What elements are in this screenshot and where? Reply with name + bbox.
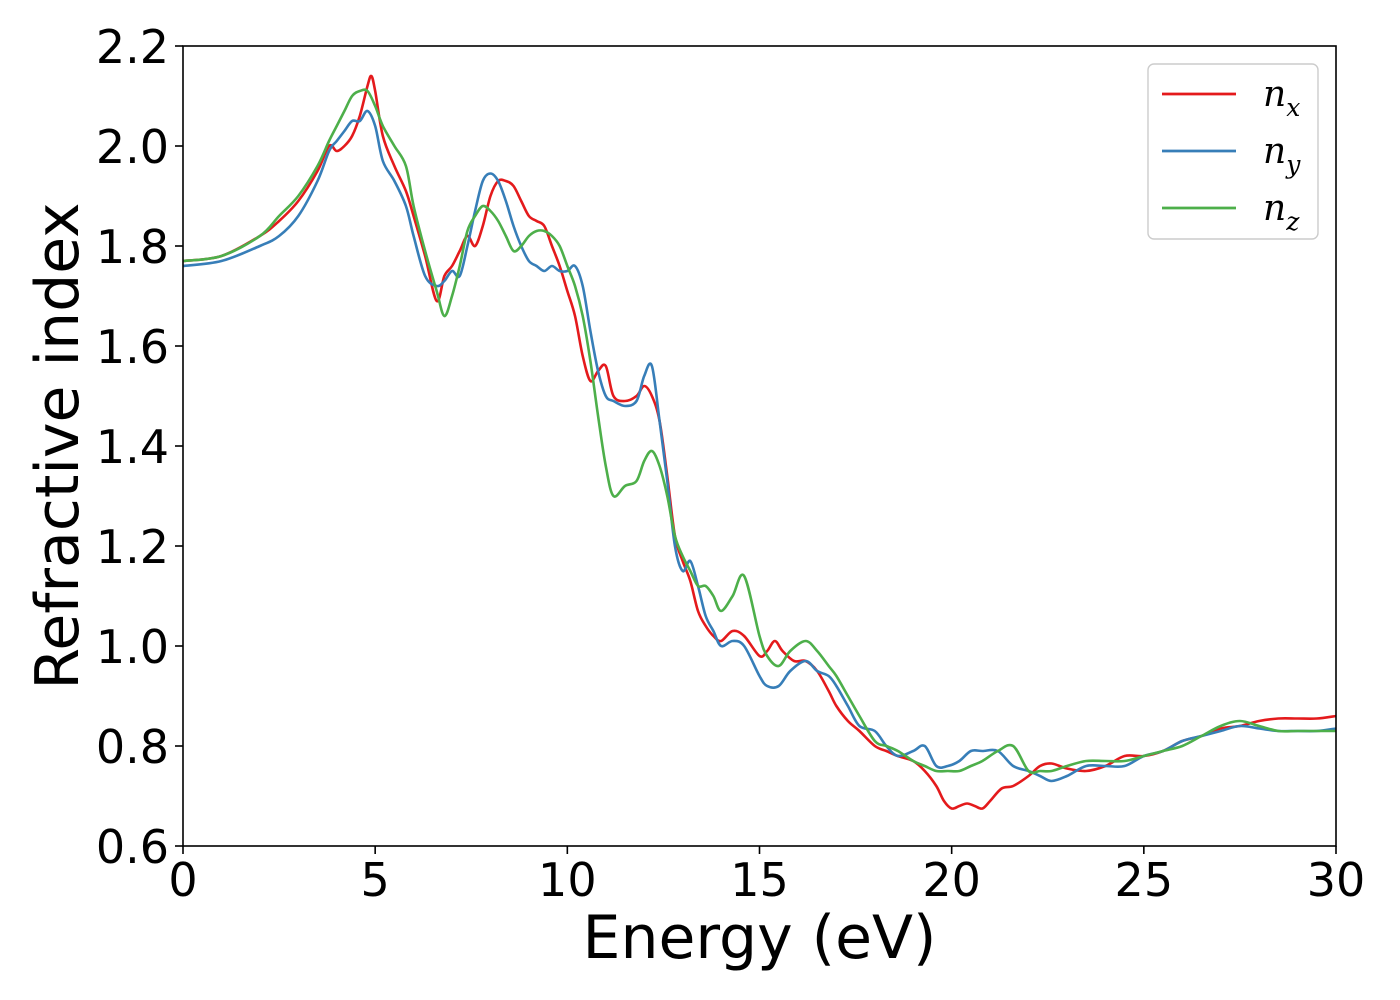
- legend-label-nx: nx: [1263, 74, 1300, 122]
- y-tick-label: 1.8: [96, 220, 169, 274]
- x-tick-label: 30: [1307, 853, 1366, 907]
- x-axis-label: Energy (eV): [583, 903, 937, 973]
- y-tick-label: 1.4: [96, 420, 169, 474]
- y-tick-label: 1.0: [96, 620, 169, 674]
- legend-subscript: x: [1286, 93, 1300, 122]
- legend-subscript: z: [1285, 207, 1300, 236]
- legend-symbol: n: [1263, 74, 1286, 115]
- plot-area: [183, 46, 1336, 846]
- legend-label-nz: nz: [1263, 188, 1300, 236]
- series-line-nz: [183, 88, 1336, 775]
- series-layer: [183, 74, 1336, 810]
- series-line-ny: [183, 109, 1336, 783]
- x-tick-label: 0: [168, 853, 197, 907]
- y-tick-label: 1.6: [96, 320, 169, 374]
- y-tick-label: 2.2: [96, 20, 169, 74]
- y-tick-label: 2.0: [96, 120, 169, 174]
- y-tick-label: 1.2: [96, 520, 169, 574]
- x-tick-label: 15: [730, 853, 789, 907]
- x-axis-ticks: 0 5 10 15 20 25 30: [168, 846, 1365, 907]
- legend-subscript: y: [1285, 150, 1301, 179]
- x-tick-label: 25: [1115, 853, 1174, 907]
- legend-symbol: n: [1263, 188, 1286, 229]
- x-tick-label: 10: [538, 853, 597, 907]
- y-axis-ticks: 0.6 0.8 1.0 1.2 1.4 1.6 1.8 2.0 2.2: [96, 20, 183, 874]
- legend-label-ny: ny: [1263, 131, 1301, 179]
- y-axis-label: Refractive index: [23, 202, 93, 689]
- y-tick-label: 0.6: [96, 820, 169, 874]
- legend-symbol: n: [1263, 131, 1286, 172]
- x-tick-label: 5: [361, 853, 390, 907]
- y-tick-label: 0.8: [96, 720, 169, 774]
- x-tick-label: 20: [922, 853, 981, 907]
- series-line-nx: [183, 74, 1336, 810]
